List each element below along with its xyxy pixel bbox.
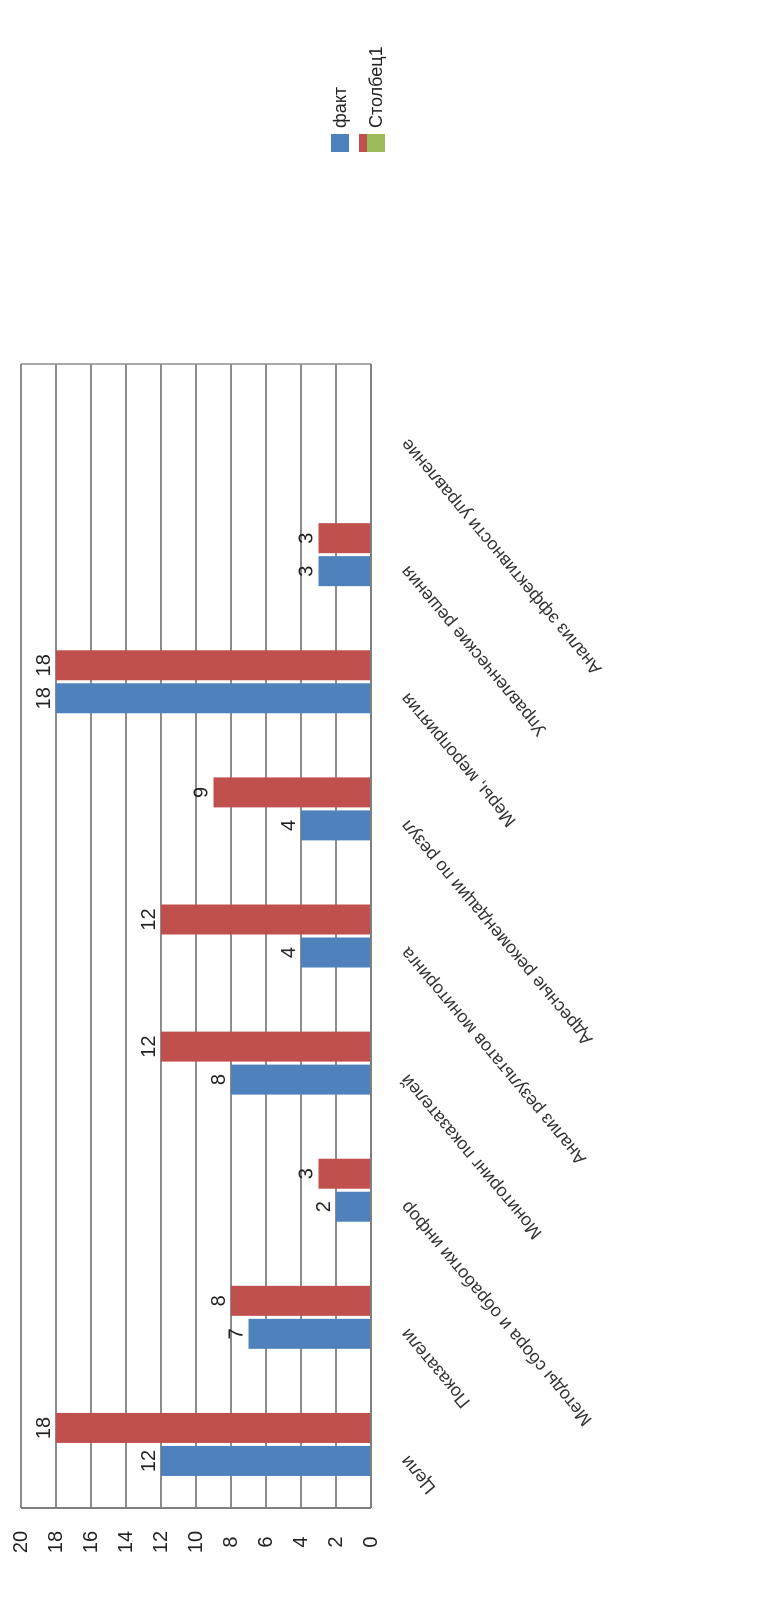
legend-label-fact: факт [330, 87, 350, 128]
value-tick-label: 10 [185, 1531, 207, 1553]
bar-series2 [56, 1412, 371, 1443]
bar-fact [301, 937, 371, 968]
bar-series2 [213, 777, 371, 808]
value-tick-label: 4 [290, 1536, 312, 1547]
data-label: 12 [138, 1035, 160, 1057]
bar-series2 [56, 650, 371, 681]
bar-series2 [318, 1158, 371, 1189]
bar-fact [318, 556, 371, 587]
data-label: 12 [138, 908, 160, 930]
value-tick-label: 14 [115, 1531, 137, 1553]
data-label: 18 [33, 687, 55, 709]
data-label: 4 [278, 947, 300, 958]
category-label: Методы сбора и обработки инфор [396, 1198, 595, 1430]
value-tick-label: 8 [220, 1536, 242, 1547]
bar-fact [248, 1318, 371, 1349]
value-tick-label: 6 [255, 1536, 277, 1547]
category-label: Цели [396, 1452, 439, 1498]
data-label: 4 [278, 820, 300, 831]
bar-fact [301, 810, 371, 841]
category-label: Адресные рекомендации по резул [396, 816, 596, 1049]
category-label: Показатели [396, 1325, 474, 1412]
bar-fact [336, 1191, 371, 1222]
data-label: 12 [138, 1450, 160, 1472]
plot-area: 12 18 7 8 2 3 8 12 4 12 4 9 18 18 3 3 0 2 4 6 8 10 12 14 16 18 20 Ц… [10, 363, 605, 1553]
data-label: 18 [33, 1417, 55, 1439]
legend-swatch-stolbec1 [367, 134, 385, 152]
data-label: 18 [33, 654, 55, 676]
bar-fact [56, 683, 371, 714]
data-label: 3 [296, 1168, 318, 1179]
legend-swatch-series2 [359, 134, 367, 152]
value-tick-label: 20 [10, 1531, 32, 1553]
value-tick-label: 12 [150, 1531, 172, 1553]
value-tick-label: 16 [80, 1531, 102, 1553]
data-label: 3 [296, 566, 318, 577]
data-label: 8 [208, 1295, 230, 1306]
bar-fact [231, 1064, 371, 1095]
bar-series2 [318, 523, 371, 554]
category-label: Меры, мероприятия [396, 689, 519, 831]
bar-series2 [161, 1031, 371, 1062]
data-label: 2 [313, 1201, 335, 1212]
category-label: Анализ эффективности управление [396, 435, 605, 679]
data-label: 8 [208, 1074, 230, 1085]
data-label: 3 [296, 533, 318, 544]
value-tick-label: 18 [45, 1531, 67, 1553]
value-tick-label: 2 [325, 1536, 347, 1547]
data-label: 7 [226, 1328, 248, 1339]
bar-series2 [161, 904, 371, 935]
value-tick-label: 0 [360, 1536, 382, 1547]
bar-series2 [231, 1285, 371, 1316]
bar-fact [161, 1445, 371, 1476]
legend: факт Столбец1 [330, 46, 386, 152]
data-label: 9 [191, 787, 213, 798]
legend-swatch-fact [331, 134, 349, 152]
legend-label-stolbec1: Столбец1 [366, 46, 386, 128]
category-label: Анализ результатов мониторинга [396, 943, 590, 1169]
